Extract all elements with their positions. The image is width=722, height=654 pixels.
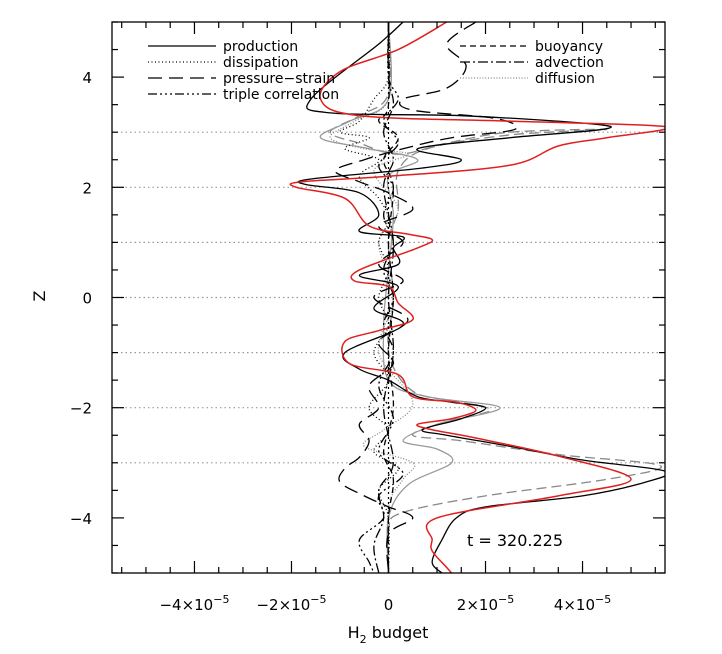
y-axis-label: Z <box>30 290 49 301</box>
series-line-production-red- <box>289 22 665 573</box>
legend-label: advection <box>535 55 604 71</box>
x-tick-label: 4×10−5 <box>554 593 611 614</box>
x-axis-label-rest: budget <box>367 623 429 642</box>
axes-layer: −4×10−5 −2×10−5 0 2×10−5 4×10−5 −4 −2 0 2 4 <box>70 21 666 614</box>
series-line-pressure-strain <box>334 22 518 573</box>
y-tick-label: −2 <box>70 400 92 418</box>
legend-label: pressure−strain <box>223 71 335 87</box>
x-tick-label: −4×10−5 <box>159 593 229 614</box>
legend: productiondissipationpressure−straintrip… <box>148 39 604 103</box>
y-tick-label: 4 <box>82 69 92 87</box>
y-tick-label: 0 <box>82 290 92 308</box>
x-tick-label: 2×10−5 <box>457 593 514 614</box>
legend-label: production <box>223 39 298 55</box>
series-line-triple-correlation <box>358 22 404 573</box>
legend-label: dissipation <box>223 55 299 71</box>
time-annotation: t = 320.225 <box>467 531 563 550</box>
y-tick-label: −4 <box>70 510 92 528</box>
x-axis-label-sub: 2 <box>360 633 367 646</box>
y-tick-label: 2 <box>82 179 92 197</box>
x-axis-label-main: H <box>348 623 360 642</box>
x-tick-label: 0 <box>384 596 394 614</box>
series-line-gray-solid <box>319 22 501 573</box>
series-line-advection <box>373 22 395 573</box>
legend-label: triple correlation <box>223 87 339 103</box>
series-line-production <box>297 22 665 573</box>
x-tick-label: −2×10−5 <box>256 593 326 614</box>
legend-label: diffusion <box>535 71 595 87</box>
legend-label: buoyancy <box>535 39 603 55</box>
x-axis-label: H2 budget <box>348 623 429 646</box>
series-line-buoyancy <box>378 22 399 573</box>
